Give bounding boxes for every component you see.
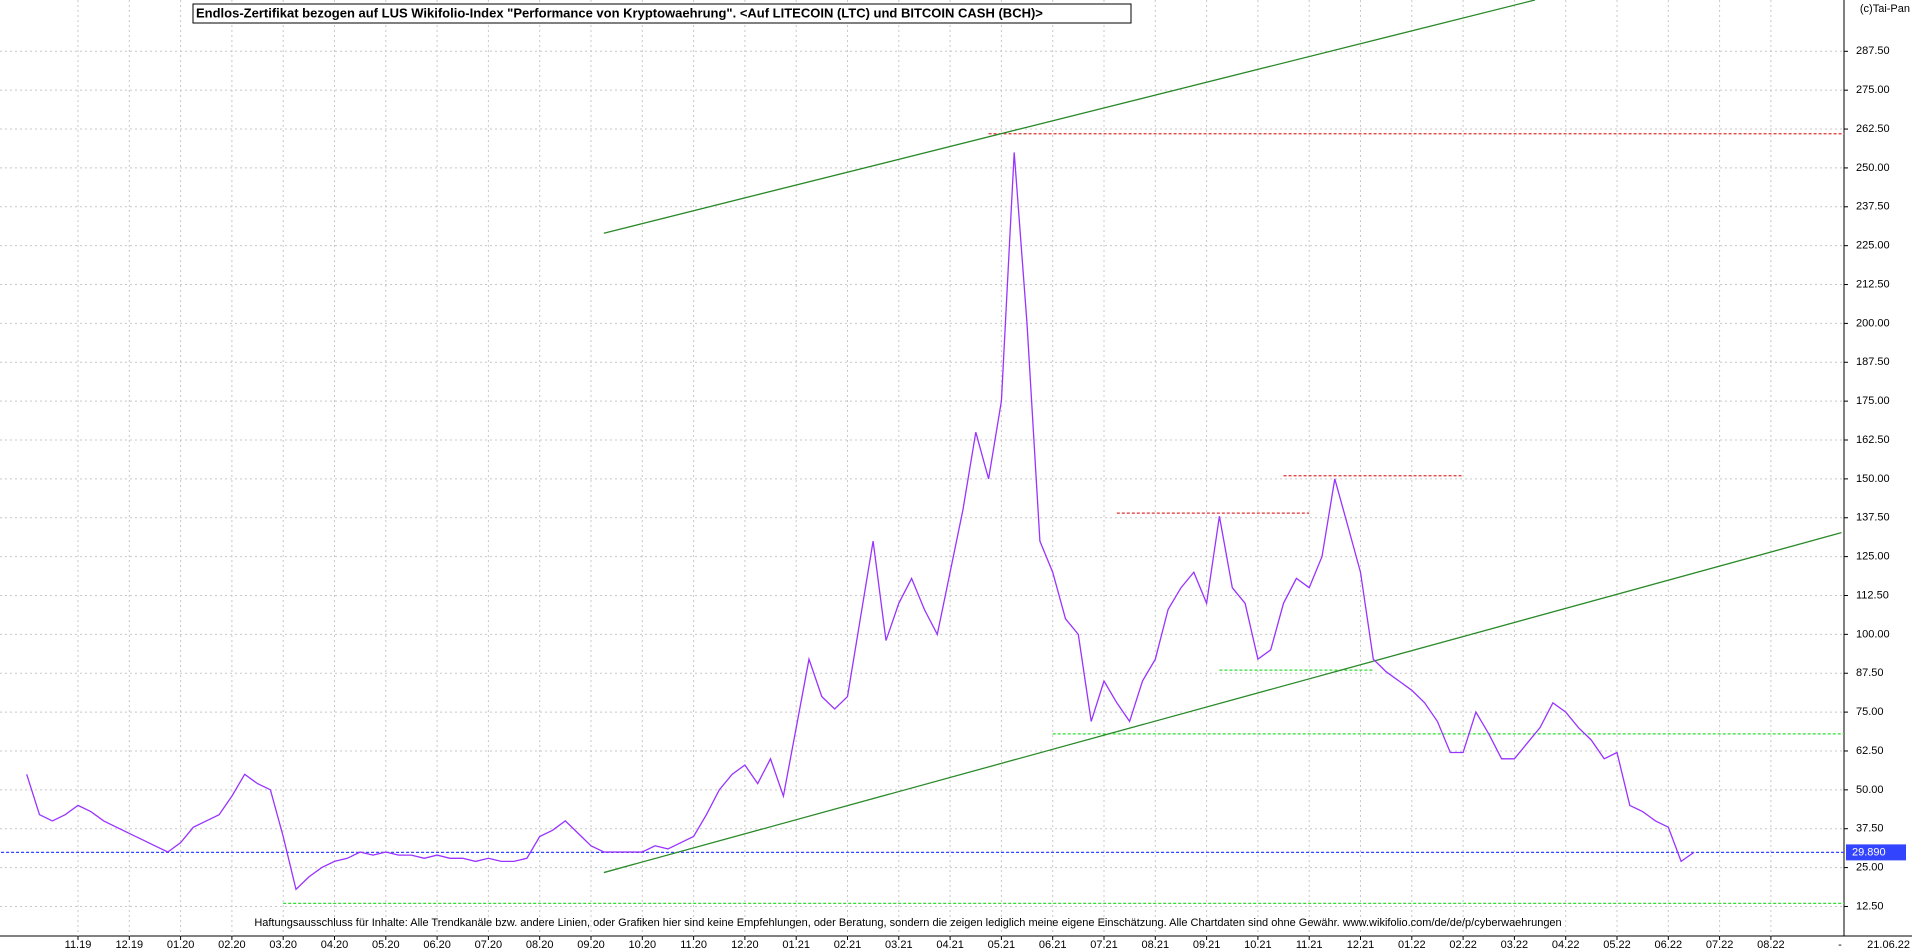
x-tick-label: 04.21: [936, 939, 964, 951]
x-tick-label: 02.21: [834, 939, 862, 951]
y-tick-label: 25.00: [1856, 861, 1884, 873]
y-tick-label: 262.50: [1856, 123, 1890, 135]
labels: 12.50 25.00 37.50 50.00 62.50 75.00 87.50 100.0…: [65, 45, 1906, 951]
x-tick-label: 01.22: [1398, 939, 1426, 951]
y-tick-label: 250.00: [1856, 162, 1890, 174]
x-tick-label: 09.21: [1193, 939, 1221, 951]
y-tick-label: 87.50: [1856, 667, 1884, 679]
title-box: [192, 3, 1132, 24]
y-tick-label: 212.50: [1856, 278, 1890, 290]
y-tick-label: 237.50: [1856, 201, 1890, 213]
x-tick-label: 11.21: [1296, 939, 1323, 951]
x-tick-label: 03.21: [885, 939, 913, 951]
x-tick-label: 03.20: [269, 939, 297, 951]
x-tick-label: 12.19: [116, 939, 144, 951]
plot-area: [1, 0, 1844, 904]
trend-line: [603, 532, 1842, 874]
axis-dash: -: [1838, 939, 1842, 951]
trend-line: [603, 0, 1536, 234]
y-tick-label: 287.50: [1856, 45, 1890, 57]
x-tick-label: 12.21: [1347, 939, 1375, 951]
y-tick-label: 175.00: [1856, 395, 1890, 407]
y-tick-label: 100.00: [1856, 628, 1890, 640]
x-tick-label: 05.21: [988, 939, 1016, 951]
y-tick-label: 37.50: [1856, 823, 1884, 835]
end-date: 21.06.22: [1867, 939, 1910, 951]
y-tick-label: 187.50: [1856, 356, 1890, 368]
y-tick-label: 62.50: [1856, 745, 1884, 757]
x-tick-label: 08.20: [526, 939, 554, 951]
x-tick-label: 12.20: [731, 939, 759, 951]
x-tick-label: 11.19: [65, 939, 92, 951]
last-value-box: [1846, 844, 1906, 861]
y-tick-label: 12.50: [1856, 900, 1884, 912]
y-tick-label: 275.00: [1856, 84, 1890, 96]
x-tick-label: 05.22: [1603, 939, 1631, 951]
x-tick-label: 08.22: [1757, 939, 1785, 951]
x-tick-label: 07.22: [1706, 939, 1734, 951]
x-tick-label: 02.20: [218, 939, 246, 951]
y-tick-label: 225.00: [1856, 240, 1890, 252]
y-tick-label: 162.50: [1856, 434, 1890, 446]
x-tick-label: 04.20: [321, 939, 349, 951]
y-tick-label: 200.00: [1856, 317, 1890, 329]
last-value-label: 29.890: [1852, 846, 1886, 858]
x-tick-label: 06.21: [1039, 939, 1067, 951]
footer-note: Haftungsausschluss für Inhalte: Alle Tre…: [254, 917, 1561, 929]
x-tick-label: 03.22: [1501, 939, 1529, 951]
copyright: (c)Tai-Pan: [1860, 3, 1910, 15]
y-tick-label: 50.00: [1856, 784, 1884, 796]
chart-title: Endlos-Zertifikat bezogen auf LUS Wikifo…: [196, 5, 1043, 20]
x-tick-label: 07.21: [1090, 939, 1118, 951]
x-tick-label: 08.21: [1142, 939, 1170, 951]
grid: [0, 0, 1848, 940]
price-line: [26, 152, 1695, 891]
x-tick-label: 10.20: [629, 939, 657, 951]
y-tick-label: 112.50: [1856, 589, 1889, 601]
x-tick-label: 06.22: [1655, 939, 1683, 951]
x-tick-label: 04.22: [1552, 939, 1580, 951]
x-tick-label: 01.21: [782, 939, 810, 951]
x-tick-label: 02.22: [1449, 939, 1477, 951]
x-tick-label: 01.20: [167, 939, 195, 951]
y-tick-label: 137.50: [1856, 512, 1890, 524]
y-tick-label: 75.00: [1856, 706, 1884, 718]
x-tick-label: 05.20: [372, 939, 400, 951]
y-tick-label: 150.00: [1856, 473, 1890, 485]
x-tick-label: 11.20: [680, 939, 707, 951]
x-tick-label: 06.20: [423, 939, 451, 951]
x-tick-label: 10.21: [1244, 939, 1272, 951]
x-tick-label: 09.20: [577, 939, 605, 951]
x-tick-label: 07.20: [475, 939, 503, 951]
y-tick-label: 125.00: [1856, 551, 1890, 563]
